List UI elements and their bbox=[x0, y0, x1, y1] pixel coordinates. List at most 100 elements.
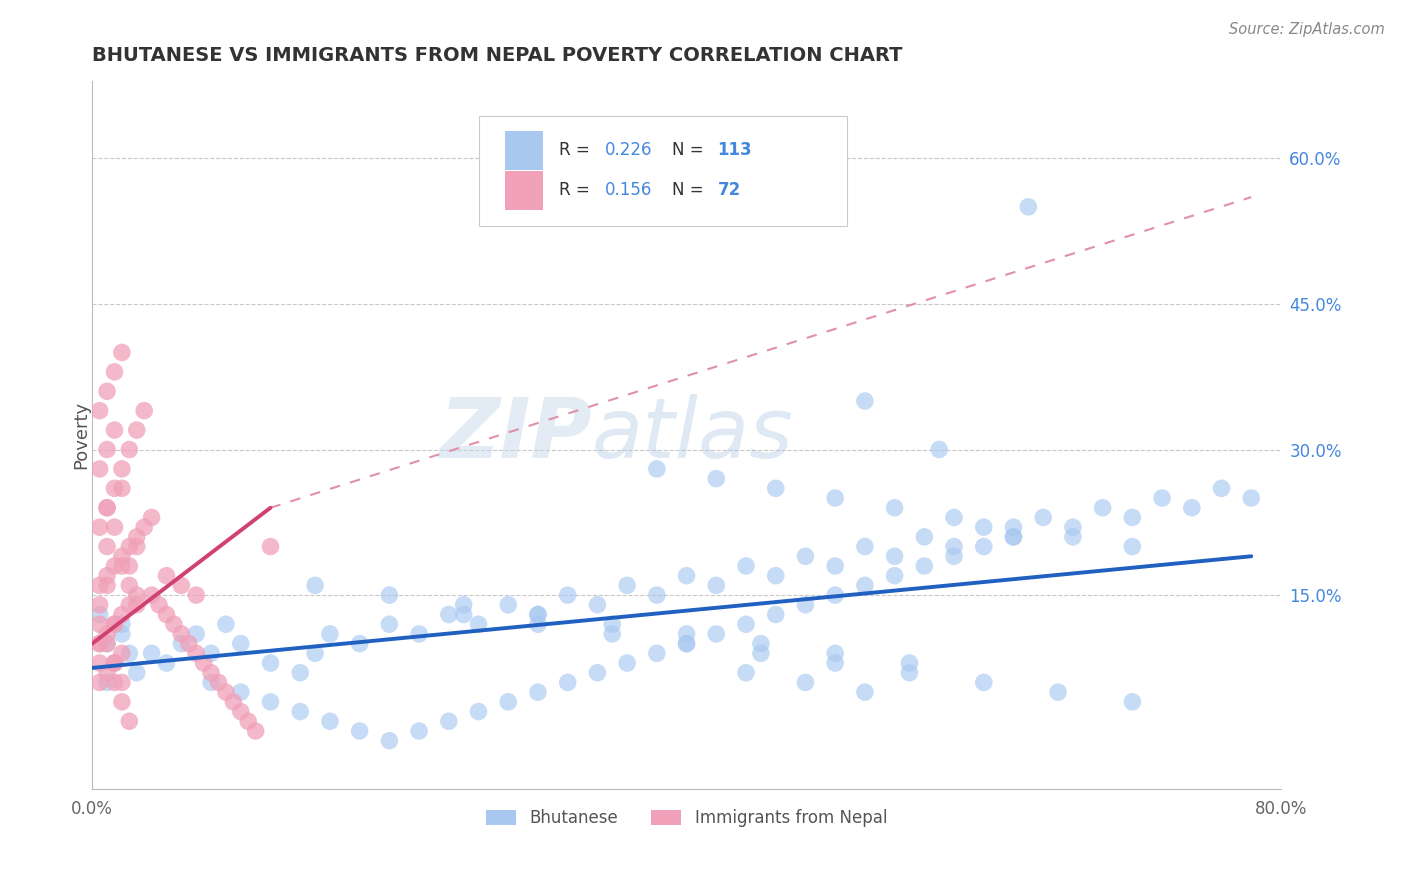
Point bbox=[96, 442, 118, 457]
Point bbox=[222, 695, 245, 709]
Point bbox=[259, 540, 281, 554]
Text: R =: R = bbox=[560, 181, 595, 200]
Point bbox=[103, 559, 125, 574]
Point bbox=[557, 675, 579, 690]
Legend: Bhutanese, Immigrants from Nepal: Bhutanese, Immigrants from Nepal bbox=[479, 803, 894, 834]
Point bbox=[735, 559, 758, 574]
Point bbox=[1240, 491, 1263, 505]
Point bbox=[1047, 685, 1070, 699]
Point bbox=[928, 442, 950, 457]
Point bbox=[141, 646, 163, 660]
Point bbox=[883, 549, 905, 564]
Point bbox=[749, 637, 772, 651]
Point bbox=[704, 472, 727, 486]
Point bbox=[319, 714, 342, 729]
Point bbox=[912, 530, 935, 544]
Point bbox=[207, 675, 229, 690]
Point bbox=[616, 578, 638, 592]
Point bbox=[96, 665, 118, 680]
Point bbox=[943, 510, 966, 524]
Text: 0.226: 0.226 bbox=[605, 141, 652, 159]
FancyBboxPatch shape bbox=[505, 171, 543, 210]
Point bbox=[943, 549, 966, 564]
Point bbox=[245, 723, 267, 738]
Point bbox=[408, 627, 430, 641]
Point bbox=[125, 540, 148, 554]
Point bbox=[794, 598, 817, 612]
Point bbox=[89, 637, 111, 651]
Point bbox=[527, 607, 550, 622]
Point bbox=[586, 665, 609, 680]
Point bbox=[1121, 695, 1143, 709]
Point bbox=[111, 481, 134, 495]
Point bbox=[600, 617, 623, 632]
Point bbox=[125, 530, 148, 544]
Point bbox=[111, 559, 134, 574]
Point bbox=[675, 568, 697, 582]
Text: R =: R = bbox=[560, 141, 595, 159]
Point bbox=[912, 559, 935, 574]
Point bbox=[103, 656, 125, 670]
Point bbox=[1091, 500, 1114, 515]
Point bbox=[118, 540, 141, 554]
Point bbox=[96, 675, 118, 690]
Point bbox=[1062, 530, 1084, 544]
Point bbox=[118, 646, 141, 660]
Point bbox=[155, 607, 177, 622]
Point bbox=[1181, 500, 1204, 515]
Point bbox=[170, 637, 193, 651]
Text: Source: ZipAtlas.com: Source: ZipAtlas.com bbox=[1229, 22, 1385, 37]
Text: BHUTANESE VS IMMIGRANTS FROM NEPAL POVERTY CORRELATION CHART: BHUTANESE VS IMMIGRANTS FROM NEPAL POVER… bbox=[93, 46, 903, 65]
Point bbox=[186, 646, 208, 660]
Point bbox=[453, 607, 475, 622]
Point bbox=[111, 345, 134, 359]
Point bbox=[765, 481, 787, 495]
Point bbox=[118, 598, 141, 612]
Point bbox=[200, 665, 222, 680]
Point bbox=[378, 733, 401, 747]
Point bbox=[704, 627, 727, 641]
Point bbox=[408, 723, 430, 738]
Point bbox=[89, 637, 111, 651]
Point bbox=[437, 607, 460, 622]
Point bbox=[177, 637, 200, 651]
Point bbox=[704, 578, 727, 592]
Point bbox=[111, 695, 134, 709]
Point bbox=[96, 637, 118, 651]
Point bbox=[1211, 481, 1233, 495]
Point bbox=[134, 520, 156, 534]
Point bbox=[735, 665, 758, 680]
Point bbox=[111, 646, 134, 660]
Point bbox=[125, 423, 148, 437]
Point bbox=[973, 675, 995, 690]
Point bbox=[229, 705, 252, 719]
Point bbox=[215, 685, 238, 699]
Point bbox=[1002, 530, 1025, 544]
Point bbox=[898, 656, 921, 670]
Point bbox=[1121, 510, 1143, 524]
Point bbox=[675, 627, 697, 641]
Point bbox=[1002, 530, 1025, 544]
Point bbox=[349, 723, 371, 738]
Point bbox=[527, 617, 550, 632]
Text: ZIP: ZIP bbox=[439, 394, 592, 475]
Point bbox=[193, 656, 215, 670]
Point bbox=[824, 559, 846, 574]
Point bbox=[1017, 200, 1039, 214]
Point bbox=[290, 705, 312, 719]
Point bbox=[557, 588, 579, 602]
Point bbox=[1121, 540, 1143, 554]
Point bbox=[304, 646, 326, 660]
Point bbox=[259, 695, 281, 709]
Point bbox=[89, 598, 111, 612]
Point bbox=[103, 656, 125, 670]
Point bbox=[437, 714, 460, 729]
Point bbox=[1032, 510, 1054, 524]
Point bbox=[883, 568, 905, 582]
Point bbox=[1152, 491, 1174, 505]
Point bbox=[89, 403, 111, 417]
Text: N =: N = bbox=[672, 181, 709, 200]
Point bbox=[118, 578, 141, 592]
Point bbox=[853, 685, 876, 699]
Point bbox=[675, 637, 697, 651]
